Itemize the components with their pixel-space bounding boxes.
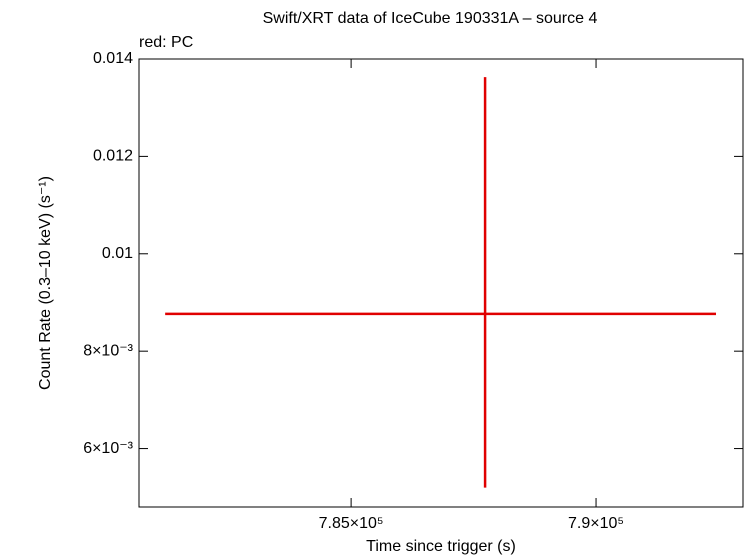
y-tick-label: 6×10⁻³ <box>83 440 133 457</box>
plot-frame <box>138 58 744 508</box>
x-tick-label: 7.9×10⁵ <box>568 515 624 532</box>
y-tick-label: 0.014 <box>93 50 133 67</box>
y-tick-label: 8×10⁻³ <box>83 342 133 359</box>
y-axis-label: Count Rate (0.3–10 keV) (s⁻¹) <box>37 176 54 390</box>
chart-subtitle: red: PC <box>139 34 193 51</box>
y-tick-label: 0.012 <box>93 148 133 165</box>
x-axis-label: Time since trigger (s) <box>366 538 516 555</box>
x-tick-label: 7.85×10⁵ <box>319 515 384 532</box>
y-tick-label: 0.01 <box>102 245 133 262</box>
chart-title: Swift/XRT data of IceCube 190331A – sour… <box>263 10 598 27</box>
